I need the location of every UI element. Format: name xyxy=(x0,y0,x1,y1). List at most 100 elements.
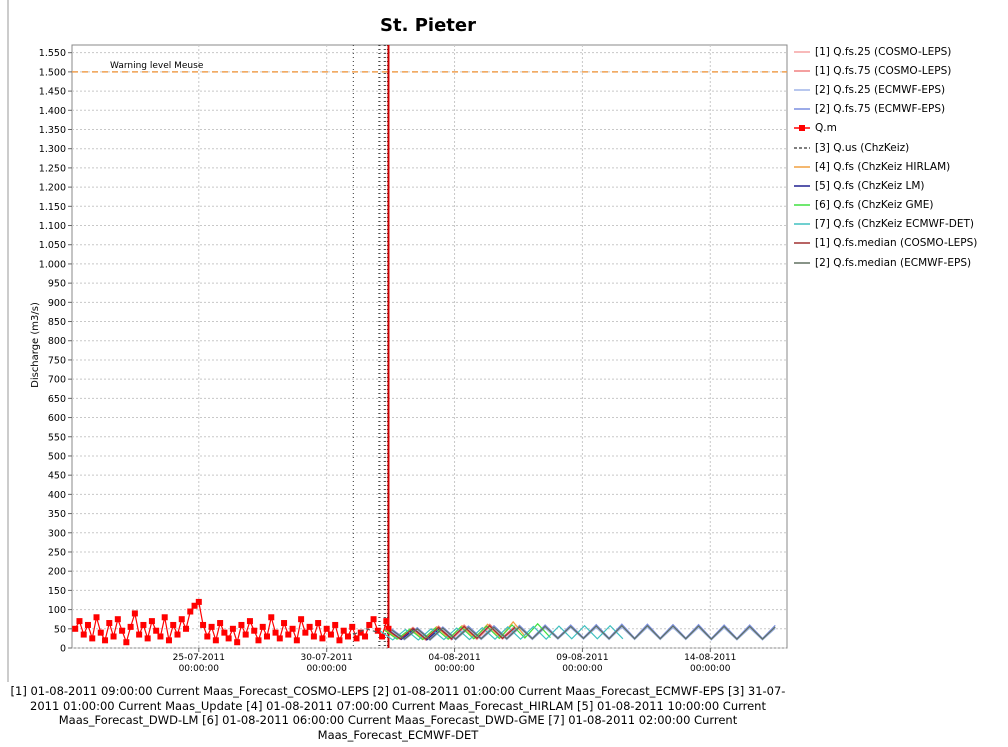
data-point xyxy=(212,637,219,644)
x-tick-label: 14-08-2011 00:00:00 xyxy=(684,653,737,674)
series-line xyxy=(379,624,624,641)
y-tick-label: 50 xyxy=(54,624,66,635)
data-point xyxy=(165,637,172,644)
data-point xyxy=(93,614,100,621)
data-point xyxy=(106,620,113,627)
data-point xyxy=(268,614,275,621)
data-point xyxy=(323,625,330,632)
data-point xyxy=(140,621,147,628)
y-tick-label: 1.550 xyxy=(39,48,66,59)
y-tick-label: 550 xyxy=(48,432,66,443)
legend-swatch xyxy=(794,146,810,149)
legend-swatch xyxy=(794,50,810,53)
series-line xyxy=(383,622,551,641)
y-tick-label: 250 xyxy=(48,547,66,558)
y-axis-label: Discharge (m3/s) xyxy=(30,302,41,388)
legend-marker xyxy=(799,125,805,132)
data-point xyxy=(285,631,292,638)
legend-label: Q.m xyxy=(815,122,837,135)
data-point xyxy=(170,621,177,628)
y-tick-label: 1.500 xyxy=(39,67,66,78)
data-point xyxy=(208,623,215,630)
legend-entry: [2] Q.fs.median (ECMWF-EPS) xyxy=(793,253,977,272)
x-tick-label: 30-07-2011 00:00:00 xyxy=(300,653,353,674)
data-point xyxy=(136,631,143,638)
data-point xyxy=(289,625,296,632)
data-point xyxy=(183,625,190,632)
data-point xyxy=(383,618,390,625)
data-point xyxy=(234,639,241,646)
x-tick-label: 09-08-2011 00:00:00 xyxy=(556,653,609,674)
plot-area xyxy=(71,44,788,649)
y-tick-label: 150 xyxy=(48,586,66,597)
data-point xyxy=(110,633,117,640)
y-tick-label: 1.400 xyxy=(39,106,66,117)
series-line xyxy=(353,628,380,636)
y-tick-label: 1.150 xyxy=(39,202,66,213)
data-point xyxy=(187,608,194,615)
y-tick-label: 1.050 xyxy=(39,240,66,251)
y-tick-label: 1.250 xyxy=(39,163,66,174)
data-point xyxy=(161,614,168,621)
data-point xyxy=(327,631,334,638)
data-point xyxy=(204,633,211,640)
series-line xyxy=(391,624,776,641)
legend-label: [2] Q.fs.median (ECMWF-EPS) xyxy=(815,256,972,269)
data-point xyxy=(379,633,386,640)
data-point xyxy=(306,623,313,630)
data-point xyxy=(127,623,134,630)
data-point xyxy=(332,621,339,628)
data-point xyxy=(336,637,343,644)
warning-label: Warning level Meuse xyxy=(110,61,204,71)
legend-swatch xyxy=(794,261,810,264)
data-point xyxy=(229,625,236,632)
data-point xyxy=(97,629,104,636)
data-point xyxy=(76,618,83,625)
data-point xyxy=(293,637,300,644)
y-tick-label: 750 xyxy=(48,355,66,366)
data-point xyxy=(102,637,109,644)
data-point xyxy=(272,629,279,636)
legend-entry: Q.m xyxy=(793,119,977,138)
data-point xyxy=(72,625,79,632)
data-point xyxy=(144,635,151,642)
y-tick-label: 350 xyxy=(48,509,66,520)
data-point xyxy=(89,635,96,642)
data-point xyxy=(374,627,381,634)
y-tick-label: 1.000 xyxy=(39,259,66,270)
data-point xyxy=(255,637,262,644)
legend-swatch xyxy=(794,125,810,132)
y-tick-label: 1.200 xyxy=(39,183,66,194)
data-point xyxy=(366,621,373,628)
y-tick-label: 700 xyxy=(48,375,66,386)
series-line xyxy=(387,624,516,640)
y-tick-label: 600 xyxy=(48,413,66,424)
legend-label: [7] Q.fs (ChzKeiz ECMWF-DET) xyxy=(815,218,974,231)
y-tick-label: 1.450 xyxy=(39,87,66,98)
legend-entry: [1] Q.fs.median (COSMO-LEPS) xyxy=(793,234,977,253)
legend-label: [4] Q.fs (ChzKeiz HIRLAM) xyxy=(815,160,951,173)
data-point xyxy=(276,635,283,642)
data-point xyxy=(195,598,202,605)
data-point xyxy=(357,629,364,636)
data-point xyxy=(242,631,249,638)
y-tick-label: 500 xyxy=(48,451,66,462)
data-point xyxy=(123,639,130,646)
legend-swatch xyxy=(794,223,810,226)
data-point xyxy=(238,621,245,628)
legend-entry: [5] Q.fs (ChzKeiz LM) xyxy=(793,176,977,195)
data-point xyxy=(225,635,232,642)
legend-entry: [7] Q.fs (ChzKeiz ECMWF-DET) xyxy=(793,215,977,234)
legend-swatch xyxy=(794,242,810,245)
data-point xyxy=(349,623,356,630)
data-point xyxy=(119,627,126,634)
y-tick-label: 100 xyxy=(48,605,66,616)
legend-label: [1] Q.fs.25 (COSMO-LEPS) xyxy=(815,45,952,58)
legend-label: [6] Q.fs (ChzKeiz GME) xyxy=(815,199,934,212)
data-point xyxy=(370,616,377,623)
legend-swatch xyxy=(794,185,810,187)
y-tick-label: 950 xyxy=(48,279,66,290)
legend-entry: [6] Q.fs (ChzKeiz GME) xyxy=(793,196,977,215)
data-point xyxy=(114,616,121,623)
